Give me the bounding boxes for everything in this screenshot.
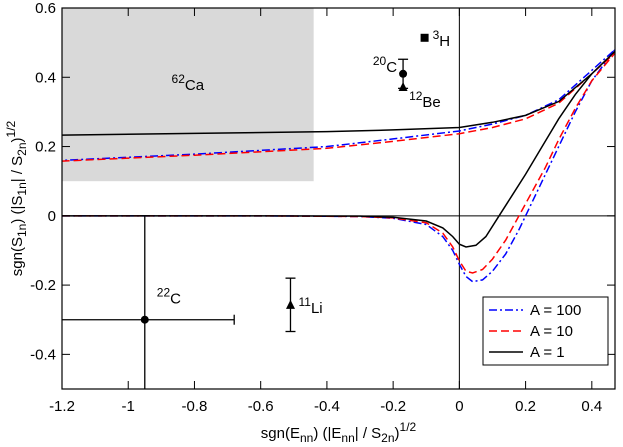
y-tick-label: -0.2 [30,277,56,294]
y-tick-label: 0 [48,208,56,225]
mass-number: 12 [409,89,423,103]
axis-label-part: nn [300,431,313,445]
element-symbol: H [439,33,450,50]
point-label: 62Ca [172,72,205,94]
point-label: 11Li [298,295,322,317]
point-label: 3H [433,28,451,50]
legend-label: A = 100 [530,302,581,319]
axis-label-part: 1n [15,224,29,237]
element-symbol: C [386,59,397,76]
shaded-region [62,8,314,182]
mass-number: 20 [373,54,387,68]
point-marker [140,315,149,324]
point-label: 12Be [409,89,441,111]
x-tick-label: -0.8 [182,398,208,415]
axis-label-part: 2n [15,142,29,155]
plot-frame [61,7,616,390]
point-marker [398,81,408,91]
axis-label-part: 1/2 [400,420,417,434]
mass-number: 3 [433,28,440,42]
element-symbol: Ca [185,77,205,94]
axis-label-part: ) (|E [313,425,341,442]
mass-number: 22 [157,286,171,300]
axis-label-part: 2n [381,431,394,445]
axis-label-part: sgn(E [261,425,300,442]
y-tick-label: 0.6 [35,0,56,17]
axis-label-part: sgn(S [9,237,26,276]
axis-label-part: ) [395,425,400,442]
x-tick-label: -0.6 [248,398,274,415]
y-axis-label: sgn(S1n) (|S1n| / S2n)1/2 [4,120,29,276]
x-tick-label: -0.2 [380,398,406,415]
y-tick-label: 0.2 [35,139,56,156]
element-symbol: Be [422,94,440,111]
point-marker [420,33,429,42]
x-tick-label: 0.4 [581,398,602,415]
element-symbol: Li [311,300,323,317]
y-tick-label: 0.4 [35,69,56,86]
axis-label-part: 1n [15,182,29,195]
axis-label-part: nn [341,431,354,445]
axis-label-part: | / S [9,156,26,182]
x-tick-label: -0.4 [314,398,340,415]
axis-label-part: ) [9,137,26,142]
legend-label: A = 1 [530,344,565,361]
series-line [62,50,615,248]
axis-label-part: 1/2 [4,120,18,137]
x-tick-label: -1 [122,398,135,415]
element-symbol: C [170,291,181,308]
x-tick-label: 0.2 [515,398,536,415]
plot-area [62,8,615,389]
point-label: 22C [157,286,181,308]
point-label: 20C [373,54,397,76]
point-marker [285,299,295,309]
axis-label-part: | / S [355,425,381,442]
x-tick-label: -1.2 [49,398,75,415]
axis-label-part: ) (|S [9,196,26,224]
x-axis-label: sgn(Enn) (|Enn| / S2n)1/2 [261,420,417,445]
series-line [62,52,615,274]
mass-number: 62 [172,72,186,86]
y-tick-label: -0.4 [30,346,56,363]
x-tick-label: 0 [455,398,463,415]
legend-label: A = 10 [530,323,573,340]
mass-number: 11 [298,295,311,309]
point-marker [399,69,408,78]
